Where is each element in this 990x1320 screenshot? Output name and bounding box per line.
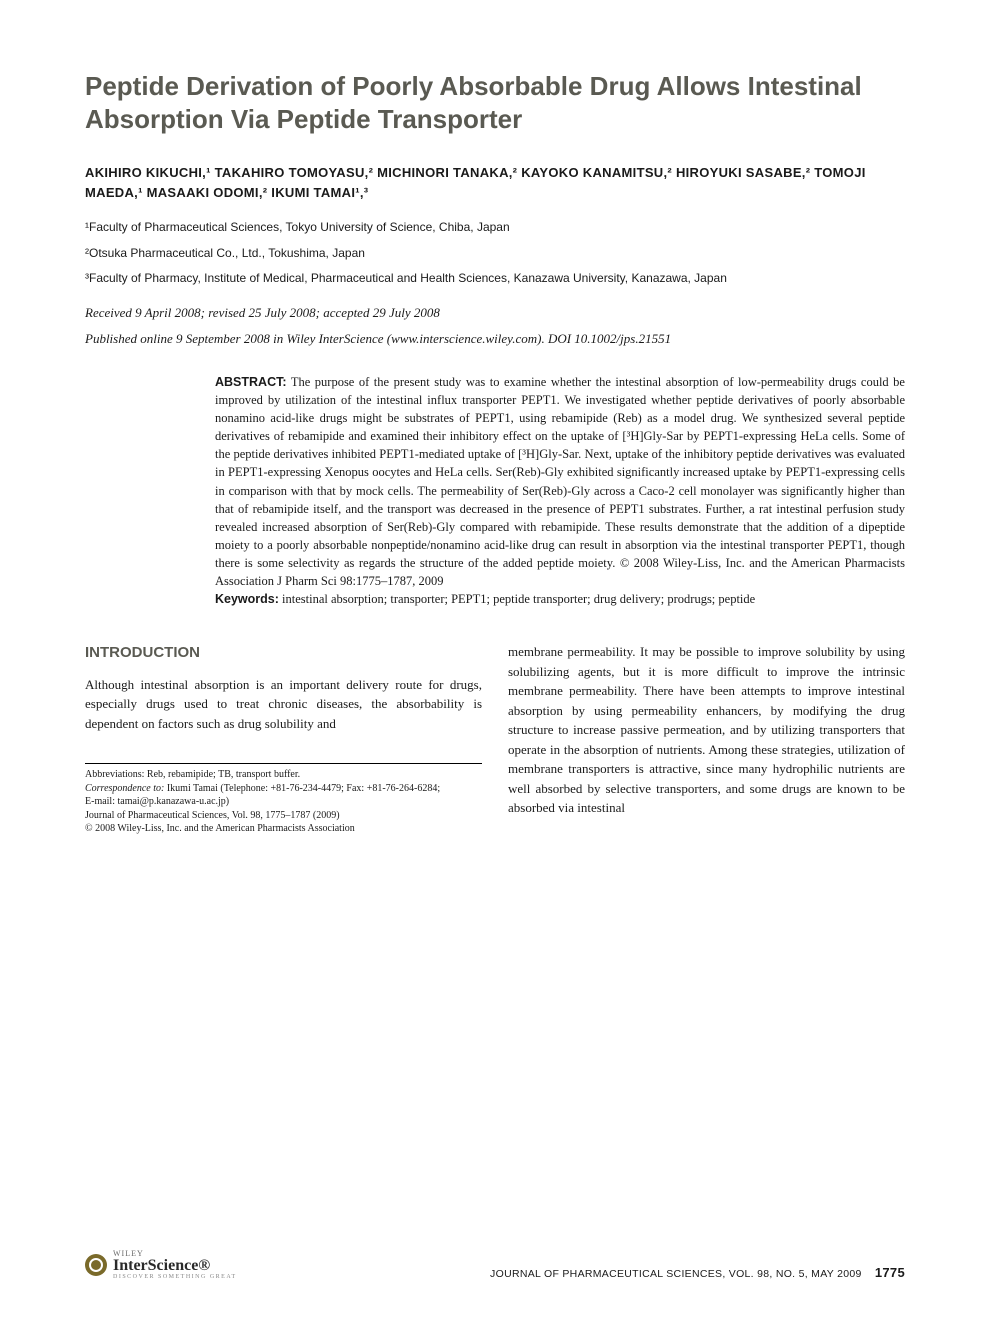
- published-online: Published online 9 September 2008 in Wil…: [85, 331, 905, 347]
- column-right: membrane permeability. It may be possibl…: [508, 642, 905, 836]
- interscience-badge-icon: [85, 1254, 107, 1276]
- affiliation-2: ²Otsuka Pharmaceutical Co., Ltd., Tokush…: [85, 246, 905, 262]
- keywords-text: intestinal absorption; transporter; PEPT…: [282, 592, 755, 606]
- interscience-text: WILEY InterScience® DISCOVER SOMETHING G…: [113, 1250, 237, 1280]
- page-number: 1775: [875, 1265, 905, 1280]
- footnote-correspondence: Correspondence to: Ikumi Tamai (Telephon…: [85, 782, 482, 796]
- footnote-copyright: © 2008 Wiley-Liss, Inc. and the American…: [85, 822, 482, 836]
- footnote-journal: Journal of Pharmaceutical Sciences, Vol.…: [85, 809, 482, 823]
- intro-paragraph-right: membrane permeability. It may be possibl…: [508, 642, 905, 818]
- logo-interscience: InterScience®: [113, 1258, 237, 1274]
- article-title: Peptide Derivation of Poorly Absorbable …: [85, 70, 905, 135]
- footnotes-block: Abbreviations: Reb, rebamipide; TB, tran…: [85, 763, 482, 836]
- footnote-abbreviations: Abbreviations: Reb, rebamipide; TB, tran…: [85, 768, 482, 782]
- abstract-label: ABSTRACT:: [215, 375, 287, 389]
- journal-footer: JOURNAL OF PHARMACEUTICAL SCIENCES, VOL.…: [490, 1265, 905, 1280]
- section-heading-introduction: INTRODUCTION: [85, 642, 482, 665]
- logo-tagline: DISCOVER SOMETHING GREAT: [113, 1274, 237, 1280]
- received-dates: Received 9 April 2008; revised 25 July 2…: [85, 305, 905, 321]
- correspondence-text: Ikumi Tamai (Telephone: +81-76-234-4479;…: [164, 783, 440, 794]
- body-columns: INTRODUCTION Although intestinal absorpt…: [85, 642, 905, 836]
- affiliation-1: ¹Faculty of Pharmaceutical Sciences, Tok…: [85, 220, 905, 236]
- affiliation-3: ³Faculty of Pharmacy, Institute of Medic…: [85, 271, 905, 287]
- abstract-text: The purpose of the present study was to …: [215, 375, 905, 588]
- correspondence-label: Correspondence to:: [85, 783, 164, 794]
- column-left: INTRODUCTION Although intestinal absorpt…: [85, 642, 482, 836]
- abstract-block: ABSTRACT: The purpose of the present stu…: [215, 373, 905, 609]
- journal-citation: JOURNAL OF PHARMACEUTICAL SCIENCES, VOL.…: [490, 1268, 862, 1280]
- authors-list: AKIHIRO KIKUCHI,¹ TAKAHIRO TOMOYASU,² MI…: [85, 163, 905, 202]
- keywords-label: Keywords:: [215, 592, 279, 606]
- footnote-email: E-mail: tamai@p.kanazawa-u.ac.jp): [85, 795, 482, 809]
- interscience-logo-block: WILEY InterScience® DISCOVER SOMETHING G…: [85, 1250, 237, 1280]
- intro-paragraph-left: Although intestinal absorption is an imp…: [85, 675, 482, 734]
- page-footer: WILEY InterScience® DISCOVER SOMETHING G…: [85, 1250, 905, 1280]
